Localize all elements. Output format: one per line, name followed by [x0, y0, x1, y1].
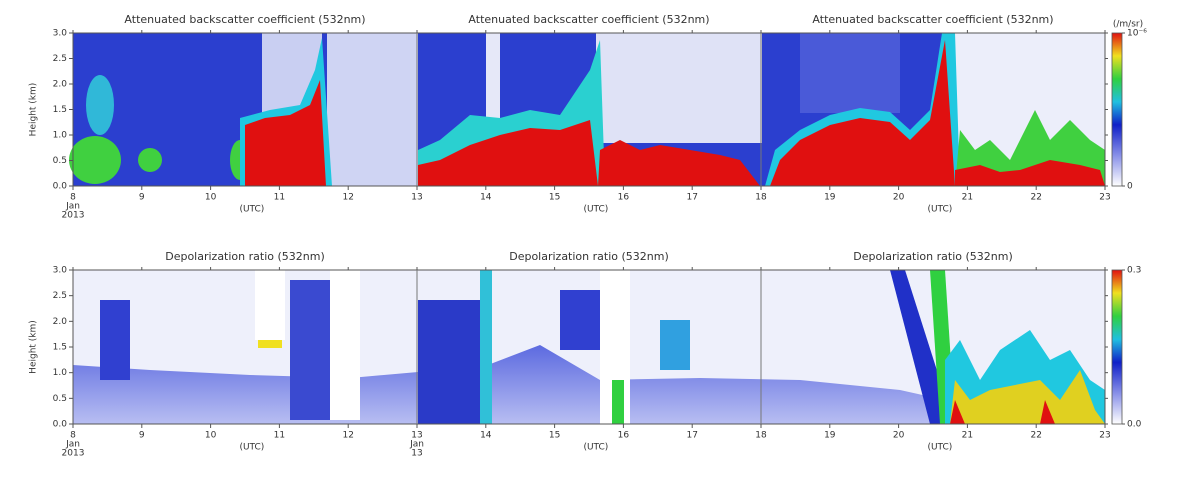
x-tick-label: 11 [274, 193, 285, 203]
y-axis-label: Height (km) [29, 83, 39, 137]
y-tick-label: 2.0 [53, 317, 68, 327]
x-tick-label: 23 [1099, 193, 1110, 203]
x-tick-label: 9 [139, 431, 145, 441]
panel-title: Attenuated backscatter coefficient (532n… [124, 13, 365, 26]
y-tick-label: 0.0 [53, 182, 68, 192]
x-tick-label: 19 [824, 193, 836, 203]
y-tick-label: 0.5 [53, 156, 67, 166]
depolarization-image [73, 270, 1105, 424]
x-tick-label: 18 [755, 193, 767, 203]
date-label: 2013 [62, 211, 85, 221]
y-tick-label: 1.0 [53, 131, 68, 141]
date-label: 13 [411, 449, 422, 459]
y-tick-label: 1.5 [53, 105, 67, 115]
x-tick-label: 17 [686, 431, 697, 441]
backscatter-image [69, 33, 1105, 186]
panel-title: Depolarization ratio (532nm) [853, 250, 1013, 263]
x-tick-label: 15 [549, 431, 560, 441]
colorbar [1111, 32, 1123, 187]
panel-title: Depolarization ratio (532nm) [165, 250, 325, 263]
x-unit-label: (UTC) [927, 443, 952, 453]
x-tick-label: 17 [686, 193, 697, 203]
x-tick-label: 21 [962, 193, 973, 203]
colorbar-tick-label: 10⁻⁶ [1127, 29, 1147, 39]
y-tick-label: 1.5 [53, 343, 67, 353]
x-tick-label: 19 [824, 431, 836, 441]
x-tick-label: 12 [342, 193, 353, 203]
x-unit-label: (UTC) [239, 443, 264, 453]
x-unit-label: (UTC) [239, 205, 264, 215]
x-tick-label: 22 [1030, 431, 1041, 441]
x-unit-label: (UTC) [583, 205, 608, 215]
colorbar-tick-label: 0.3 [1127, 266, 1141, 276]
colorbar-unit: (/m/sr) [1113, 20, 1143, 30]
x-tick-label: 8 [70, 193, 76, 203]
x-tick-label: 21 [962, 431, 973, 441]
x-unit-label: (UTC) [583, 443, 608, 453]
x-unit-label: (UTC) [927, 205, 952, 215]
y-tick-label: 3.0 [53, 29, 68, 39]
colorbar-tick-label: 0.0 [1127, 420, 1142, 430]
colorbar [1111, 269, 1123, 425]
x-tick-label: 20 [893, 193, 905, 203]
x-tick-label: 12 [342, 431, 353, 441]
date-label: Jan [65, 440, 80, 450]
y-tick-label: 0.5 [53, 394, 67, 404]
x-tick-label: 23 [1099, 431, 1110, 441]
y-tick-label: 2.5 [53, 54, 67, 64]
x-tick-label: 20 [893, 431, 905, 441]
x-tick-label: 11 [274, 431, 285, 441]
colorbar-tick-label: 0 [1127, 182, 1133, 192]
x-tick-label: 16 [618, 431, 630, 441]
y-tick-label: 2.5 [53, 291, 67, 301]
x-tick-label: 15 [549, 193, 560, 203]
x-tick-label: 14 [480, 431, 492, 441]
x-tick-label: 10 [205, 193, 217, 203]
x-tick-label: 22 [1030, 193, 1041, 203]
x-tick-label: 8 [70, 431, 76, 441]
panel-title: Attenuated backscatter coefficient (532n… [812, 13, 1053, 26]
panel-title: Attenuated backscatter coefficient (532n… [468, 13, 709, 26]
date-label: Jan [409, 440, 424, 450]
y-tick-label: 3.0 [53, 266, 68, 276]
y-axis-label: Height (km) [29, 320, 39, 374]
x-tick-label: 13 [411, 193, 422, 203]
date-label: 2013 [62, 449, 85, 459]
x-tick-label: 10 [205, 431, 217, 441]
date-label: Jan [65, 202, 80, 212]
x-tick-label: 13 [411, 431, 422, 441]
x-tick-label: 18 [755, 431, 767, 441]
x-tick-label: 14 [480, 193, 492, 203]
y-tick-label: 1.0 [53, 368, 68, 378]
x-tick-label: 16 [618, 193, 630, 203]
y-tick-label: 2.0 [53, 80, 68, 90]
y-tick-label: 0.0 [53, 420, 68, 430]
x-tick-label: 9 [139, 193, 145, 203]
panel-title: Depolarization ratio (532nm) [509, 250, 669, 263]
